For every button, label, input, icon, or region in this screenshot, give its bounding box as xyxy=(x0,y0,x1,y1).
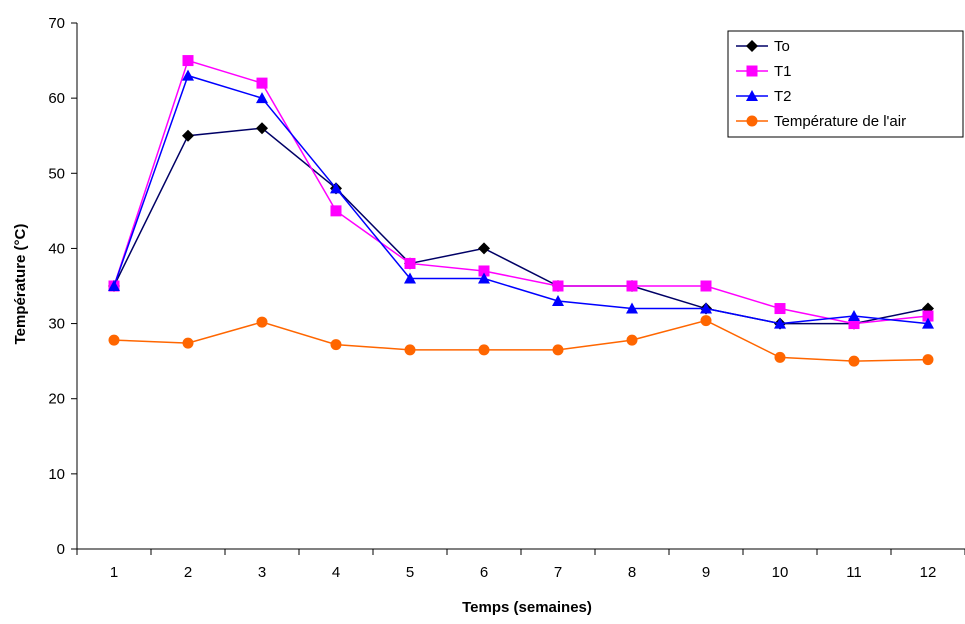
legend-marker xyxy=(746,65,758,77)
data-point xyxy=(922,317,934,329)
data-point xyxy=(256,122,268,135)
data-point xyxy=(478,242,490,255)
data-point xyxy=(182,337,194,349)
data-point xyxy=(478,344,490,356)
data-point xyxy=(626,280,638,292)
data-point xyxy=(848,310,860,322)
series-group xyxy=(108,55,934,367)
y-tick-label: 60 xyxy=(48,90,65,107)
legend-label: T1 xyxy=(774,63,792,80)
data-point xyxy=(774,351,786,363)
x-tick-label: 4 xyxy=(332,564,340,581)
x-tick-label: 7 xyxy=(554,564,562,581)
legend-item: T2 xyxy=(736,88,792,105)
legend-label: To xyxy=(774,38,790,55)
series-line xyxy=(113,319,929,362)
data-point xyxy=(108,280,120,291)
legend-marker xyxy=(746,40,758,52)
data-point xyxy=(848,355,860,367)
data-point xyxy=(478,265,490,277)
x-tick-label: 6 xyxy=(480,564,488,581)
x-axis-title: Temps (semaines) xyxy=(462,599,592,616)
legend: To T1 T2 Température de l'air xyxy=(727,30,964,138)
legend-item: To xyxy=(736,38,790,55)
y-axis-title: Température (°C) xyxy=(12,224,29,345)
data-point xyxy=(330,205,342,217)
y-tick-label: 20 xyxy=(48,391,65,408)
data-point xyxy=(404,344,416,356)
x-tick-label: 5 xyxy=(406,564,414,581)
data-point xyxy=(256,92,268,104)
y-tick-label: 50 xyxy=(48,165,65,182)
x-tick-label: 3 xyxy=(258,564,266,581)
data-point xyxy=(182,55,194,67)
data-point xyxy=(478,272,490,284)
data-point xyxy=(774,317,786,329)
x-tick-label: 12 xyxy=(920,564,937,581)
series-line xyxy=(113,59,929,325)
data-point xyxy=(330,339,342,351)
data-point xyxy=(626,334,638,346)
data-point xyxy=(182,129,194,142)
x-tick-label: 10 xyxy=(772,564,789,581)
data-point xyxy=(700,280,712,292)
data-point xyxy=(700,302,712,314)
data-point xyxy=(848,318,860,330)
axes xyxy=(71,22,965,555)
series-to xyxy=(108,122,934,330)
y-tick-label: 10 xyxy=(48,466,65,483)
x-tick-label: 1 xyxy=(110,564,118,581)
x-tick-label: 2 xyxy=(184,564,192,581)
data-point xyxy=(256,77,268,89)
data-point xyxy=(922,310,934,322)
data-point xyxy=(552,295,564,307)
data-point xyxy=(404,272,416,284)
series-t2 xyxy=(108,69,934,329)
data-point xyxy=(330,182,342,194)
legend-label: T2 xyxy=(774,88,792,105)
y-tick-label: 0 xyxy=(57,541,65,558)
series-line xyxy=(113,74,929,325)
data-point xyxy=(774,303,786,315)
data-point xyxy=(552,344,564,356)
series-line xyxy=(113,127,929,325)
legend-marker xyxy=(746,90,758,101)
data-point xyxy=(552,280,564,292)
data-point xyxy=(256,316,268,328)
data-point xyxy=(182,69,194,81)
legend-marker xyxy=(746,115,758,127)
data-point xyxy=(922,354,934,366)
data-point xyxy=(626,302,638,314)
data-point xyxy=(404,257,416,269)
data-point xyxy=(700,315,712,327)
legend-box xyxy=(727,30,964,138)
legend-label: Température de l'air xyxy=(774,113,906,130)
x-tick-label: 8 xyxy=(628,564,636,581)
series-temp-rature-de-l-air xyxy=(108,315,934,367)
y-tick-label: 30 xyxy=(48,316,65,333)
data-point xyxy=(108,334,120,346)
y-tick-label: 70 xyxy=(48,15,65,32)
legend-item: T1 xyxy=(736,63,792,80)
legend-item: Température de l'air xyxy=(736,113,906,130)
x-tick-label: 11 xyxy=(846,564,862,581)
x-tick-label: 9 xyxy=(702,564,710,581)
y-tick-label: 40 xyxy=(48,240,65,257)
